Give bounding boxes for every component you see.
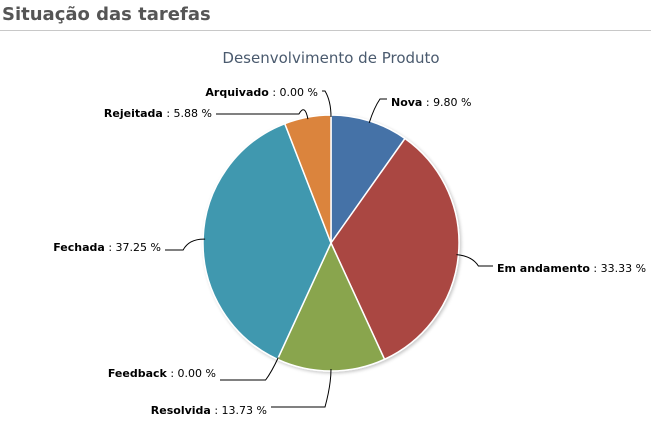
slice-label-value: 13.73 %	[222, 404, 267, 417]
slice-label-separator: :	[269, 86, 280, 99]
pie-chart: Desenvolvimento de Produto Nova : 9.80 %…	[53, 49, 646, 417]
slice-label-fechada: Fechada : 37.25 %	[53, 241, 161, 254]
slice-label-name: Resolvida	[151, 404, 211, 417]
slice-label-nova: Nova : 9.80 %	[391, 96, 472, 109]
slice-label-name: Em andamento	[497, 262, 590, 275]
slice-label-name: Arquivado	[205, 86, 269, 99]
slice-labels: Nova : 9.80 % Em andamento : 33.33 % Resol…	[53, 86, 646, 417]
slice-label-value: 0.00 %	[178, 367, 216, 380]
slice-label-value: 9.80 %	[433, 96, 471, 109]
connector-arquivado	[322, 90, 332, 118]
connector-feedback	[220, 357, 279, 381]
slice-label-name: Feedback	[108, 367, 168, 380]
slice-label-feedback: Feedback : 0.00 %	[108, 367, 216, 380]
slice-label-value: 5.88 %	[174, 107, 212, 120]
slice-label-value: 0.00 %	[280, 86, 318, 99]
slice-label-value: 33.33 %	[601, 262, 646, 275]
slice-label-rejeitada: Rejeitada : 5.88 %	[104, 107, 212, 120]
slice-label-separator: :	[105, 241, 116, 254]
slice-label-em-andamento: Em andamento : 33.33 %	[497, 262, 646, 275]
slice-label-arquivado: Arquivado : 0.00 %	[205, 86, 318, 99]
connector-nova	[368, 98, 387, 124]
section-title: Situação das tarefas	[2, 4, 211, 25]
pie-slices	[202, 114, 460, 372]
connector-em-andamento	[456, 254, 493, 267]
slice-label-name: Rejeitada	[104, 107, 163, 120]
connector-resolvida	[271, 368, 332, 408]
slice-label-value: 37.25 %	[116, 241, 161, 254]
chart-title: Desenvolvimento de Produto	[222, 49, 439, 67]
slice-label-resolvida: Resolvida : 13.73 %	[151, 404, 267, 417]
connector-fechada	[165, 238, 206, 251]
slice-label-separator: :	[167, 367, 178, 380]
slice-label-separator: :	[163, 107, 174, 120]
slice-label-name: Fechada	[53, 241, 105, 254]
slice-label-separator: :	[422, 96, 433, 109]
label-connectors	[165, 90, 493, 408]
slice-label-name: Nova	[391, 96, 422, 109]
slice-label-separator: :	[590, 262, 601, 275]
connector-rejeitada	[216, 109, 309, 120]
slice-label-separator: :	[211, 404, 222, 417]
section-header: Situação das tarefas	[0, 0, 651, 31]
